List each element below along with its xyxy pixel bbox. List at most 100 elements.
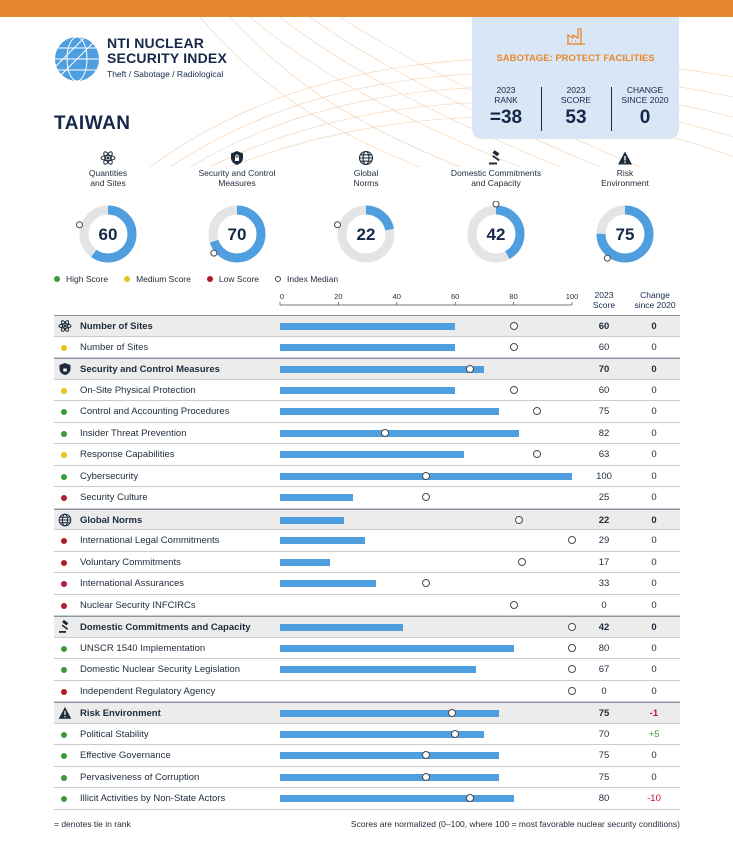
median-marker <box>422 772 430 781</box>
score-bar <box>280 580 377 587</box>
row-label: Risk Environment <box>80 708 161 719</box>
score-bar <box>280 494 353 501</box>
nti-globe-logo <box>55 36 99 82</box>
donut-median-marker <box>75 221 83 229</box>
row-change: 0 <box>651 685 657 697</box>
pillar-quantities-sites: Quantities and Sites <box>48 150 168 190</box>
row-change: 0 <box>651 449 657 460</box>
low-score-dot <box>61 559 67 566</box>
row-label: Security and Control Measures <box>80 364 220 375</box>
median-marker <box>448 709 457 717</box>
bar-axis: 0 20 40 60 80 100 <box>279 292 578 306</box>
score-bar <box>280 386 456 394</box>
brand-title-line1: NTI NUCLEAR <box>107 35 205 51</box>
globe-icon <box>358 150 374 166</box>
donut-score-arc <box>208 205 266 263</box>
row-label: Cybersecurity <box>80 470 139 482</box>
low-score-dot <box>61 495 67 501</box>
median-marker <box>451 729 460 738</box>
legend-medium-label: Medium Score <box>136 274 191 284</box>
row-change: 0 <box>651 406 657 417</box>
row-label: Security Culture <box>80 492 148 503</box>
axis-tick-label: 20 <box>334 292 342 301</box>
score-label: SCORE <box>560 95 592 105</box>
row-score: 80 <box>598 793 610 804</box>
donut-median-marker <box>210 249 218 257</box>
atom-icon <box>58 320 72 332</box>
brand-subtitle: Theft / Sabotage / Radiological <box>107 69 224 79</box>
row-score: 33 <box>598 578 610 589</box>
score-metric: 2023 SCORE 53 <box>542 85 610 129</box>
legend-high-label: High Score <box>66 274 109 284</box>
median-marker <box>422 493 430 501</box>
median-marker <box>509 385 518 394</box>
score-value: 53 <box>565 107 587 128</box>
median-marker-icon <box>275 276 282 282</box>
median-marker <box>568 536 576 544</box>
donut-score-label: 70 <box>228 225 247 244</box>
legend-high: High Score <box>54 274 108 284</box>
row-score: 75 <box>598 750 610 761</box>
table-row: Pervasiveness of Corruption 75 0 <box>54 767 680 788</box>
median-marker <box>518 557 527 566</box>
median-marker <box>509 342 518 351</box>
median-marker <box>422 579 430 587</box>
category-score-box: SABOTAGE: PROTECT FACILITIES 2023 RANK =… <box>472 17 679 139</box>
row-label: Effective Governance <box>80 750 171 761</box>
change-label-line1: CHANGE <box>626 85 664 95</box>
high-score-dot <box>61 473 67 480</box>
high-score-dot <box>61 409 67 415</box>
median-marker <box>422 471 430 480</box>
row-change: 0 <box>651 642 657 654</box>
score-bar <box>280 795 514 802</box>
low-score-dot <box>61 538 67 544</box>
row-label: Global Norms <box>80 514 143 526</box>
row-score: 82 <box>598 427 610 439</box>
row-label: Control and Accounting Procedures <box>80 406 230 417</box>
score-bar <box>280 516 345 524</box>
pillar-label-line1: Domestic Commitments <box>450 168 542 178</box>
donut-risk-environment: 75 <box>595 204 655 264</box>
median-marker <box>568 643 576 652</box>
donut-score-arc <box>337 205 395 263</box>
median-marker <box>509 600 518 609</box>
pillar-label-line2: Environment <box>601 178 649 188</box>
row-change: 0 <box>651 535 657 546</box>
row-score: 22 <box>598 514 610 526</box>
table-row: Independent Regulatory Agency 0 0 <box>54 681 680 702</box>
score-bar <box>280 366 485 373</box>
donut-score-arc <box>596 205 654 263</box>
normalization-note: Scores are normalized (0–100, where 100 … <box>350 819 680 829</box>
legend: High Score Medium Score Low Score Index … <box>54 274 354 284</box>
row-label: On-Site Physical Protection <box>80 384 196 396</box>
change-value: 0 <box>639 107 651 128</box>
donut-domestic-commitments: 42 <box>466 201 526 264</box>
medium-score-dot <box>61 344 67 351</box>
median-marker <box>568 623 576 631</box>
row-score: 67 <box>598 664 610 675</box>
median-marker <box>465 794 474 802</box>
row-change: 0 <box>651 427 657 439</box>
donut-median-marker <box>333 221 341 229</box>
table-row: International Legal Commitments 29 0 <box>54 530 680 552</box>
row-change: 0 <box>651 384 657 396</box>
row-score: 75 <box>598 406 610 417</box>
gavel-icon <box>489 150 500 165</box>
row-change: 0 <box>651 514 657 526</box>
row-change: 0 <box>651 599 657 611</box>
metric-divider <box>541 87 542 131</box>
table-row: UNSCR 1540 Implementation 80 0 <box>54 638 680 659</box>
low-score-dot <box>61 688 67 695</box>
score-bar <box>280 752 499 759</box>
donut-median-marker <box>492 201 500 208</box>
pillar-label-line1: Risk <box>616 168 634 178</box>
medium-score-dot <box>124 276 131 282</box>
tie-note: = denotes tie in rank <box>54 819 131 829</box>
table-section-row: Risk Environment 75 -1 <box>54 702 680 724</box>
score-bar <box>280 644 514 652</box>
row-score: 70 <box>598 364 610 375</box>
row-score: 75 <box>598 771 610 783</box>
row-label: International Legal Commitments <box>80 535 220 546</box>
row-score: 70 <box>598 728 610 740</box>
table-row: Response Capabilities 63 0 <box>54 444 680 466</box>
